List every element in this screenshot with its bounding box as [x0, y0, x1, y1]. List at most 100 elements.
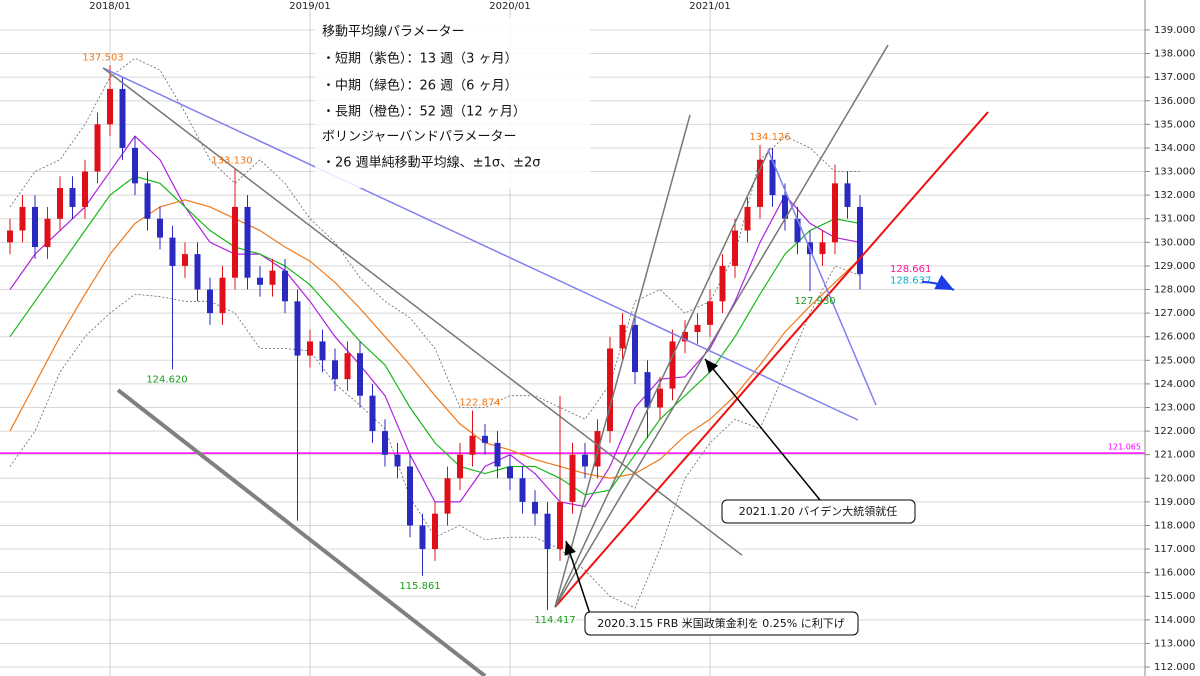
candle-body: [282, 270, 288, 302]
candle-body: [457, 454, 463, 479]
callout-text: 2021.1.20 バイデン大統領就任: [739, 504, 897, 518]
candle-body: [269, 270, 276, 285]
price-label: 124.620: [146, 374, 187, 385]
candle-body: [157, 218, 163, 238]
candle-body: [419, 525, 426, 550]
candle-body: [532, 501, 538, 514]
candle-body: [569, 454, 576, 502]
note: ・26 週単純移動平均線、±1σ、±2σ: [322, 155, 540, 171]
y-tick-label: 131.000: [1154, 214, 1195, 225]
candle-body: [107, 88, 113, 125]
note: 移動平均線パラメーター: [322, 24, 465, 40]
y-tick-label: 118.000: [1154, 520, 1195, 531]
x-tick-label: 2019/01: [289, 1, 331, 12]
price-label: 128.637: [890, 275, 931, 286]
x-tick-label: 2020/01: [489, 1, 531, 12]
candle-body: [844, 183, 851, 207]
y-tick-label: 121.000: [1154, 450, 1195, 461]
candle-body: [607, 348, 613, 432]
y-tick-label: 127.000: [1154, 308, 1195, 319]
candle-body: [357, 353, 363, 396]
candle-body: [257, 277, 263, 285]
candle-body: [394, 454, 401, 467]
candle-body: [44, 218, 51, 248]
candle-body: [644, 372, 651, 408]
y-tick-label: 134.000: [1154, 143, 1195, 154]
candle-body: [207, 289, 213, 314]
note-box: [315, 18, 590, 188]
x-tick-label: 2018/01: [89, 1, 131, 12]
trend-line: [554, 147, 771, 608]
candle-body: [744, 206, 751, 231]
y-tick-label: 112.000: [1154, 662, 1195, 673]
candle-body: [832, 183, 838, 243]
y-tick-label: 116.000: [1154, 568, 1195, 579]
candle-body: [669, 341, 676, 389]
trend-line: [116, 388, 487, 676]
candle-body: [244, 206, 251, 278]
price-label: 137.503: [82, 52, 123, 63]
candle-body: [7, 230, 13, 243]
candle-body: [519, 478, 526, 502]
callout-arrow: [564, 540, 591, 615]
candle-body: [732, 230, 738, 266]
candle-body: [632, 324, 638, 373]
y-tick-label: 137.000: [1154, 72, 1195, 83]
candle-body: [707, 301, 713, 325]
y-tick-label: 136.000: [1154, 96, 1195, 107]
candle-body: [769, 159, 776, 196]
candle-body: [382, 431, 388, 455]
trend-line: [102, 67, 859, 421]
candle-body: [494, 442, 501, 467]
y-tick-label: 135.000: [1154, 119, 1195, 130]
y-tick-label: 129.000: [1154, 261, 1195, 272]
candle-body: [857, 206, 863, 274]
trend-line: [554, 111, 989, 608]
y-tick-label: 138.000: [1154, 49, 1195, 60]
candle-body: [719, 265, 726, 302]
candle-body: [182, 254, 188, 266]
note: ・中期（緑色）：26 週（6 ヶ月）: [322, 78, 518, 94]
trend-line: [102, 67, 743, 556]
candle-body: [194, 254, 201, 290]
candle-body: [344, 353, 351, 380]
candle-body: [132, 147, 138, 184]
y-tick-label: 133.000: [1154, 167, 1195, 178]
price-label: 133.130: [211, 155, 252, 166]
y-tick-label: 114.000: [1154, 615, 1195, 626]
note: ・長期（橙色）：52 週（12 ヶ月）: [322, 104, 526, 120]
y-tick-label: 132.000: [1154, 190, 1195, 201]
candle-body: [782, 195, 788, 219]
y-tick-label: 119.000: [1154, 497, 1195, 508]
y-tick-label: 124.000: [1154, 379, 1195, 390]
candle-body: [294, 301, 301, 356]
y-tick-label: 125.000: [1154, 355, 1195, 366]
candle-body: [819, 242, 826, 255]
candle-body: [619, 324, 626, 349]
candle-body: [144, 183, 151, 219]
indicator-line: [9, 57, 860, 420]
candle-body: [407, 466, 413, 526]
trend-line: [554, 114, 691, 608]
candle-body: [507, 466, 513, 479]
candle-body: [432, 513, 438, 550]
x-tick-label: 2021/01: [689, 1, 731, 12]
y-tick-label: 122.000: [1154, 426, 1195, 437]
y-tick-label: 115.000: [1154, 591, 1195, 602]
candle-body: [332, 360, 338, 380]
y-tick-label: 139.000: [1154, 25, 1195, 36]
price-label: 114.417: [534, 615, 575, 626]
candle-body: [19, 206, 26, 231]
price-label: 115.861: [399, 581, 440, 592]
price-label: 134.126: [749, 132, 790, 143]
note: ボリンジャーバンドパラメーター: [322, 130, 516, 145]
candle-body: [369, 395, 376, 432]
candle-body: [557, 501, 563, 550]
indicator-line: [9, 199, 861, 479]
candle-body: [469, 435, 476, 455]
candle-body: [682, 331, 688, 342]
candle-body: [69, 188, 76, 207]
y-tick-label: 113.000: [1154, 638, 1195, 649]
